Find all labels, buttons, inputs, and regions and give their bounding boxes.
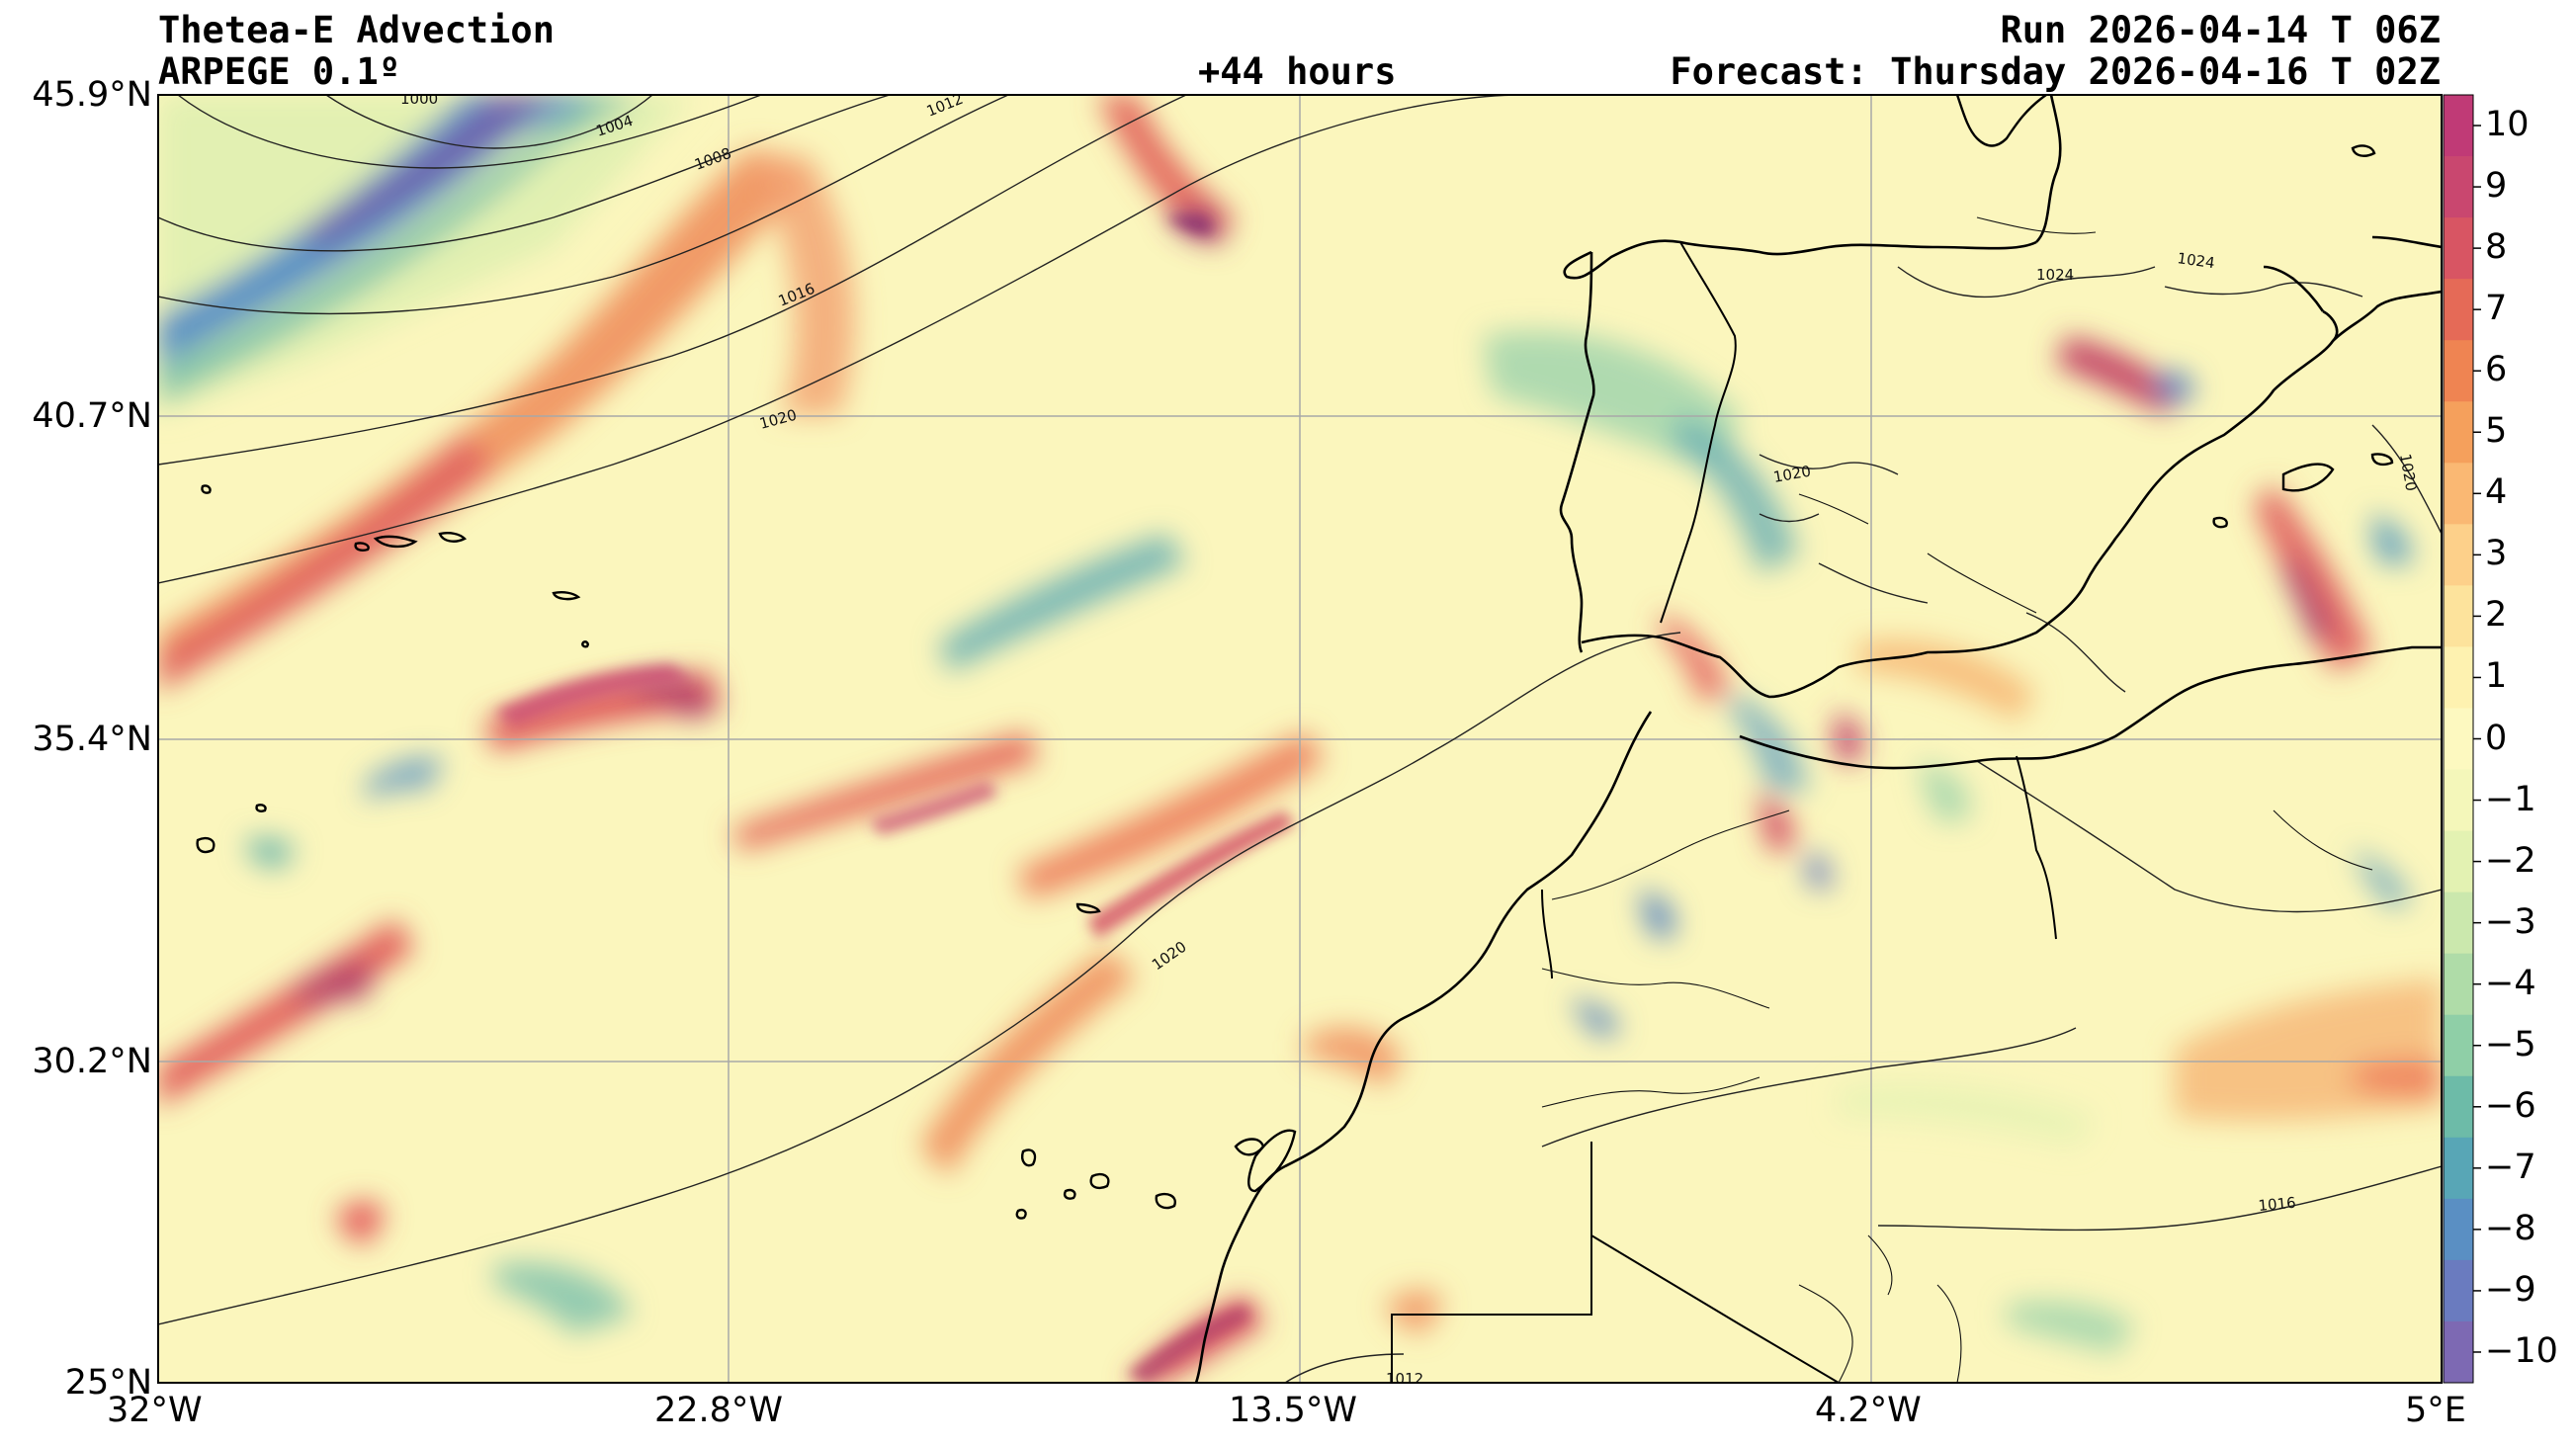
colorbar-tick-label: 1 xyxy=(2485,656,2508,697)
isobar-label-1000: 1000 xyxy=(400,90,438,108)
colorbar-swatch xyxy=(2444,585,2473,647)
model-label: ARPEGE 0.1º xyxy=(158,50,401,93)
colorbar-swatch xyxy=(2444,279,2473,341)
colorbar-tick-label: 7 xyxy=(2485,289,2508,329)
isobar-label-1024a: 1024 xyxy=(2036,266,2074,284)
lon-label-22-8w: 22.8°W xyxy=(654,1391,784,1430)
advection-field xyxy=(158,95,2442,1383)
colorbar-swatch xyxy=(2444,953,2473,1016)
map-frame xyxy=(157,94,2443,1384)
isobar-label-1024b: 1024 xyxy=(2176,249,2215,272)
isobar-label-1016: 1016 xyxy=(2258,1194,2297,1215)
colorbar-tick-label: −4 xyxy=(2485,963,2536,1003)
advection-streaks xyxy=(494,215,1295,1383)
isobars xyxy=(158,95,2442,1383)
isobar-labels: 1000 1004 1008 1012 1016 1020 1020 1020 … xyxy=(400,90,2420,1388)
colorbar-swatch xyxy=(2444,217,2473,280)
colorbar-tick-label: 8 xyxy=(2485,227,2508,268)
colorbar-tick-label: −10 xyxy=(2485,1330,2558,1371)
colorbar-swatch xyxy=(2444,708,2473,771)
lon-label-13-5w: 13.5°W xyxy=(1229,1391,1358,1430)
colorbar-tick-label: 2 xyxy=(2485,595,2508,636)
colorbar-tick-label: −2 xyxy=(2485,840,2536,881)
colorbar-tick-label: 9 xyxy=(2485,166,2508,207)
forecast-time: Forecast: Thursday 2026-04-16 T 02Z xyxy=(1670,50,2441,93)
terrain-contours xyxy=(1541,216,2373,1383)
colorbar-swatch xyxy=(2444,1259,2473,1322)
colorbar-swatch xyxy=(2444,1198,2473,1261)
colorbar-swatch xyxy=(2444,524,2473,586)
colorbar-tick-label: 4 xyxy=(2485,472,2508,513)
colorbar-swatch xyxy=(2444,769,2473,832)
colorbar-tick-label: −5 xyxy=(2485,1024,2536,1064)
colorbar-tick-label: −1 xyxy=(2485,779,2536,819)
lon-label-4-2w: 4.2°W xyxy=(1815,1391,1922,1430)
coastlines xyxy=(1194,95,2442,1383)
lon-label-32w: 32°W xyxy=(107,1391,203,1430)
colorbar-swatch xyxy=(2444,1320,2473,1384)
colorbar-swatch xyxy=(2444,830,2473,893)
lat-label-25: 25°N xyxy=(64,1363,152,1403)
lat-label-45-9: 45.9°N xyxy=(32,75,152,115)
lat-label-35-4: 35.4°N xyxy=(32,720,152,759)
lon-label-5e: 5°E xyxy=(2405,1391,2466,1430)
lat-label-30-2: 30.2°N xyxy=(32,1042,152,1081)
colorbar-tick-label: −6 xyxy=(2485,1085,2536,1126)
islands xyxy=(196,95,2394,1220)
colorbar-tick-label: −9 xyxy=(2485,1269,2536,1310)
colorbar-swatch xyxy=(2444,1014,2473,1077)
colorbar-tick-label: −8 xyxy=(2485,1208,2536,1248)
colorbar-swatch xyxy=(2444,1137,2473,1200)
map-title: Thetea-E Advection xyxy=(158,9,555,51)
colorbar-swatch xyxy=(2444,95,2473,157)
colorbar-tick-label: 6 xyxy=(2485,350,2508,390)
colorbar-swatch xyxy=(2444,340,2473,402)
run-time: Run 2026-04-14 T 06Z xyxy=(2000,9,2441,51)
colorbar-swatch xyxy=(2444,646,2473,709)
colorbar-tick-label: 10 xyxy=(2485,105,2530,145)
colorbar xyxy=(2443,94,2481,1384)
colorbar-tick-label: 0 xyxy=(2485,718,2508,758)
colorbar-swatch xyxy=(2444,892,2473,955)
lat-label-40-7: 40.7°N xyxy=(32,396,152,436)
colorbar-tick-label: 3 xyxy=(2485,534,2508,574)
isobar-label-1012b: 1012 xyxy=(1386,1370,1423,1388)
lead-time: +44 hours xyxy=(1198,50,1397,93)
colorbar-swatch xyxy=(2444,401,2473,464)
graticule xyxy=(158,95,2442,1383)
colorbar-tick-label: −7 xyxy=(2485,1147,2536,1187)
colorbar-swatch xyxy=(2444,463,2473,525)
map-area: 1000 1004 1008 1012 1016 1020 1020 1020 … xyxy=(158,90,2442,1388)
colorbar-swatch xyxy=(2444,1075,2473,1139)
colorbar-tick-label: −3 xyxy=(2485,901,2536,942)
colorbar-tick-label: 5 xyxy=(2485,411,2508,452)
colorbar-swatch xyxy=(2444,156,2473,218)
